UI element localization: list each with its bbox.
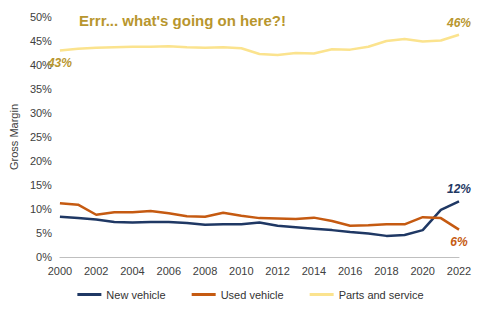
svg-text:New vehicle: New vehicle	[106, 289, 165, 301]
svg-text:6%: 6%	[450, 235, 468, 249]
svg-text:0%: 0%	[36, 251, 52, 263]
svg-text:15%: 15%	[30, 179, 52, 191]
svg-text:2000: 2000	[48, 265, 72, 277]
svg-text:2002: 2002	[84, 265, 108, 277]
svg-text:35%: 35%	[30, 83, 52, 95]
svg-text:Used vehicle: Used vehicle	[221, 289, 284, 301]
svg-text:2018: 2018	[374, 265, 398, 277]
svg-text:2022: 2022	[447, 265, 471, 277]
svg-text:45%: 45%	[30, 35, 52, 47]
svg-text:5%: 5%	[36, 227, 52, 239]
svg-text:25%: 25%	[30, 131, 52, 143]
svg-text:2010: 2010	[229, 265, 253, 277]
svg-text:30%: 30%	[30, 107, 52, 119]
svg-text:20%: 20%	[30, 155, 52, 167]
svg-text:10%: 10%	[30, 203, 52, 215]
svg-text:2016: 2016	[338, 265, 362, 277]
svg-text:Errr... what's going on here?!: Errr... what's going on here?!	[79, 12, 286, 29]
svg-text:2008: 2008	[193, 265, 217, 277]
svg-text:2012: 2012	[265, 265, 289, 277]
svg-text:12%: 12%	[447, 182, 471, 196]
svg-text:40%: 40%	[29, 59, 52, 71]
svg-text:2004: 2004	[120, 265, 144, 277]
svg-text:43%: 43%	[47, 56, 72, 70]
svg-text:2020: 2020	[410, 265, 434, 277]
svg-text:2014: 2014	[302, 265, 326, 277]
svg-text:2006: 2006	[157, 265, 181, 277]
svg-text:Gross Margin: Gross Margin	[8, 104, 20, 170]
svg-text:Parts and service: Parts and service	[339, 289, 424, 301]
svg-text:46%: 46%	[446, 16, 471, 30]
svg-text:50%: 50%	[30, 11, 52, 23]
